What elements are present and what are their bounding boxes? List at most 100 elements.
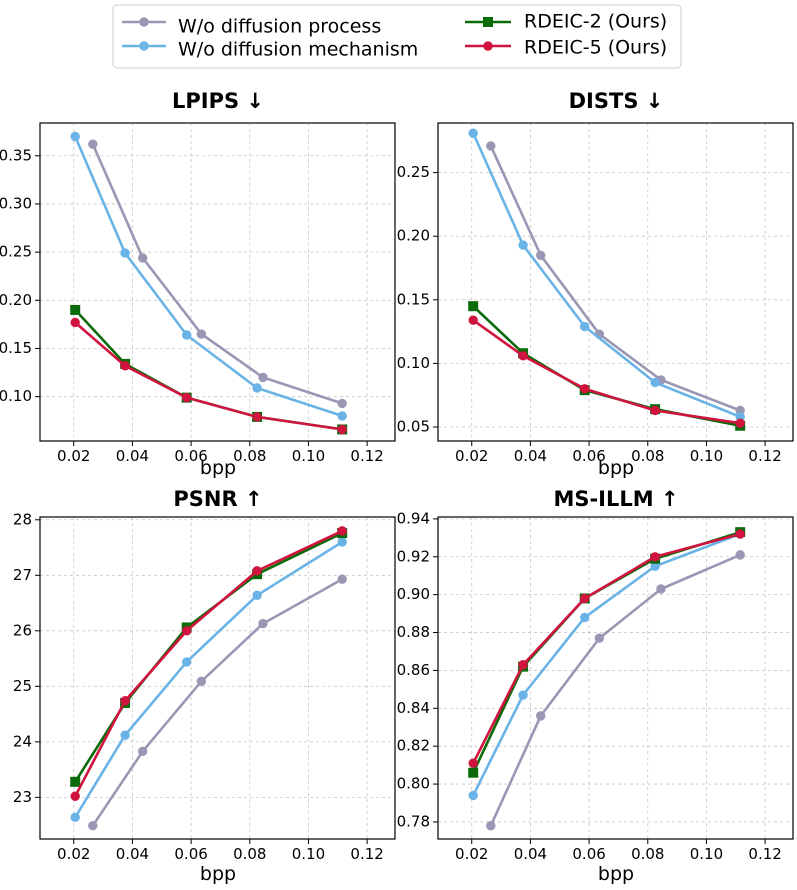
- y-tick-label: 24: [13, 732, 32, 750]
- y-tick-label: 0.10: [0, 387, 32, 405]
- data-point: [518, 690, 528, 700]
- data-point: [252, 566, 262, 576]
- data-point: [468, 315, 478, 325]
- y-tick-label: 0.94: [397, 509, 430, 527]
- y-tick-label: 0.78: [397, 812, 430, 830]
- x-tick-label: 0.08: [233, 447, 266, 465]
- x-tick-label: 0.04: [116, 845, 149, 863]
- data-point: [735, 550, 745, 560]
- y-tick-label: 0.88: [397, 623, 430, 641]
- chart-dists: DISTS ↓ bpp 0.02 0.04 0.06 0.08 0.10 0.12 0.05…: [397, 89, 794, 479]
- data-point: [486, 821, 496, 831]
- legend-label-rdeic-2: RDEIC-2 (Ours): [524, 11, 667, 33]
- x-tick-label: 0.12: [748, 447, 781, 465]
- x-tick-label: 0.12: [748, 845, 781, 863]
- plot-area-lpips: [40, 123, 395, 441]
- x-tick-label: 0.10: [292, 447, 325, 465]
- y-tick-label: 0.15: [397, 290, 430, 308]
- x-tick-label: 0.12: [350, 845, 383, 863]
- legend-label-rdeic-5: RDEIC-5 (Ours): [524, 37, 667, 59]
- x-tick-label: 0.10: [690, 447, 723, 465]
- plot-frame: [39, 122, 396, 442]
- y-tick-label: 0.30: [0, 194, 32, 212]
- data-point: [70, 791, 80, 801]
- y-tick-label: 0.15: [0, 339, 32, 357]
- data-point: [579, 612, 590, 623]
- data-point: [120, 730, 130, 740]
- series-rdeic-5-ours-ms-illm: [468, 529, 745, 768]
- plot-area-ms-illm: [438, 517, 793, 839]
- x-tick-label: 0.06: [572, 845, 605, 863]
- y-tick-label: 0.25: [397, 163, 430, 181]
- legend-handle-rdeic-5-ours: [465, 41, 511, 51]
- data-point: [70, 131, 80, 142]
- data-point: [252, 383, 262, 393]
- data-point: [468, 790, 478, 801]
- data-point: [120, 696, 130, 706]
- legend-marker: [483, 17, 493, 27]
- x-tick-label: 0.08: [233, 845, 266, 863]
- y-tick-label: 25: [13, 677, 32, 695]
- data-point: [579, 321, 590, 332]
- y-tick-label: 26: [13, 621, 32, 639]
- x-tick-label: 0.04: [514, 845, 547, 863]
- y-tick-label: 0.20: [0, 291, 32, 309]
- data-point: [468, 128, 478, 138]
- data-point: [70, 812, 80, 823]
- data-point: [535, 711, 546, 721]
- legend-marker: [139, 17, 149, 27]
- data-point: [468, 758, 478, 768]
- data-point: [579, 384, 590, 394]
- data-point: [88, 820, 98, 831]
- series-rdeic-5-ours-psnr: [70, 526, 347, 801]
- y-tick-label: 0.35: [0, 146, 32, 164]
- series-w-o-diffusion-mechanism-psnr: [70, 537, 347, 823]
- data-point: [181, 626, 192, 636]
- legend-handle-w-o-diffusion-process: [122, 17, 166, 27]
- data-point: [535, 250, 546, 260]
- data-point: [70, 304, 81, 315]
- x-tick-label: 0.02: [57, 447, 90, 465]
- x-tick-label: 0.06: [174, 447, 207, 465]
- y-tick-label: 0.10: [397, 354, 430, 372]
- plot-area-psnr: [40, 517, 395, 839]
- x-tick-label: 0.02: [455, 845, 488, 863]
- series-w-o-diffusion-mechanism-dists: [468, 128, 745, 422]
- data-point: [337, 574, 347, 584]
- series-w-o-diffusion-process-psnr: [88, 574, 347, 831]
- series-rdeic-5-ours-lpips: [70, 317, 347, 435]
- series-w-o-diffusion-process-dists: [486, 141, 745, 416]
- data-point: [650, 552, 660, 562]
- data-point: [252, 412, 262, 422]
- legend-marker: [139, 41, 149, 51]
- y-tick-label: 0.25: [0, 243, 32, 261]
- data-point: [468, 767, 479, 778]
- y-tick-label: 0.84: [397, 699, 430, 717]
- data-point: [137, 746, 148, 756]
- chart-title-dists: DISTS ↓: [569, 89, 664, 113]
- chart-title-lpips: LPIPS ↓: [172, 89, 264, 113]
- y-tick-label: 0.05: [397, 418, 430, 436]
- x-tick-label: 0.08: [631, 845, 664, 863]
- legend-label-w-o-diffusion-process: W/o diffusion process: [178, 16, 381, 38]
- legend-label-w-o-diffusion-mechanism: W/o diffusion mechanism: [178, 39, 418, 61]
- plot-area-dists: [438, 123, 793, 441]
- chart-title-psnr: PSNR ↑: [173, 487, 262, 511]
- data-point: [181, 330, 192, 340]
- data-point: [518, 351, 528, 361]
- y-tick-label: 28: [13, 510, 32, 528]
- data-point: [337, 526, 347, 536]
- series-w-o-diffusion-process-lpips: [88, 139, 347, 409]
- data-point: [337, 424, 347, 435]
- data-point: [735, 529, 745, 539]
- chart-lpips: LPIPS ↓ bpp 0.02 0.04 0.06 0.08 0.10 0.12 0.10…: [0, 89, 396, 479]
- series-w-o-diffusion-mechanism-lpips: [70, 131, 347, 421]
- y-tick-label: 0.80: [397, 775, 430, 793]
- legend-handle-w-o-diffusion-mechanism: [122, 41, 166, 51]
- y-tick-label: 27: [13, 566, 32, 584]
- x-tick-label: 0.04: [514, 447, 547, 465]
- x-axis-label-lpips: bpp: [200, 457, 236, 479]
- data-point: [518, 240, 528, 250]
- data-point: [594, 633, 605, 643]
- chart-title-ms-illm: MS-ILLM ↑: [553, 487, 678, 511]
